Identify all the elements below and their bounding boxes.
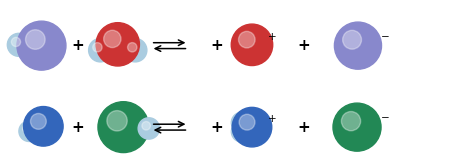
Ellipse shape	[231, 24, 273, 66]
Text: +: +	[268, 114, 276, 124]
Ellipse shape	[31, 113, 46, 129]
Text: +: +	[210, 38, 223, 53]
Text: −: −	[381, 113, 389, 123]
Ellipse shape	[231, 121, 252, 142]
Ellipse shape	[98, 102, 149, 153]
Ellipse shape	[251, 31, 272, 52]
Ellipse shape	[232, 107, 272, 147]
Ellipse shape	[343, 30, 362, 49]
Ellipse shape	[11, 37, 21, 47]
Ellipse shape	[128, 43, 137, 52]
Ellipse shape	[104, 30, 121, 48]
Ellipse shape	[138, 118, 160, 139]
Ellipse shape	[142, 121, 150, 130]
Ellipse shape	[24, 107, 63, 146]
Text: +: +	[297, 120, 310, 135]
Ellipse shape	[238, 43, 246, 52]
Text: +: +	[210, 120, 223, 135]
Ellipse shape	[333, 103, 381, 151]
Ellipse shape	[96, 23, 139, 66]
Ellipse shape	[238, 31, 255, 48]
Ellipse shape	[93, 43, 102, 52]
Ellipse shape	[235, 116, 243, 124]
Text: +: +	[71, 120, 84, 135]
Ellipse shape	[107, 111, 127, 131]
Ellipse shape	[23, 125, 31, 133]
Text: +: +	[71, 38, 84, 53]
Ellipse shape	[231, 112, 252, 133]
Ellipse shape	[341, 111, 361, 131]
Ellipse shape	[234, 39, 256, 61]
Ellipse shape	[235, 125, 243, 133]
Text: −: −	[381, 32, 389, 42]
Ellipse shape	[17, 21, 66, 70]
Ellipse shape	[19, 121, 40, 141]
Ellipse shape	[254, 35, 263, 43]
Ellipse shape	[89, 38, 112, 62]
Ellipse shape	[334, 22, 382, 69]
Ellipse shape	[123, 38, 147, 62]
Text: +: +	[268, 32, 276, 42]
Ellipse shape	[25, 30, 45, 49]
Ellipse shape	[239, 114, 255, 130]
Text: +: +	[297, 38, 310, 53]
Ellipse shape	[8, 33, 30, 56]
